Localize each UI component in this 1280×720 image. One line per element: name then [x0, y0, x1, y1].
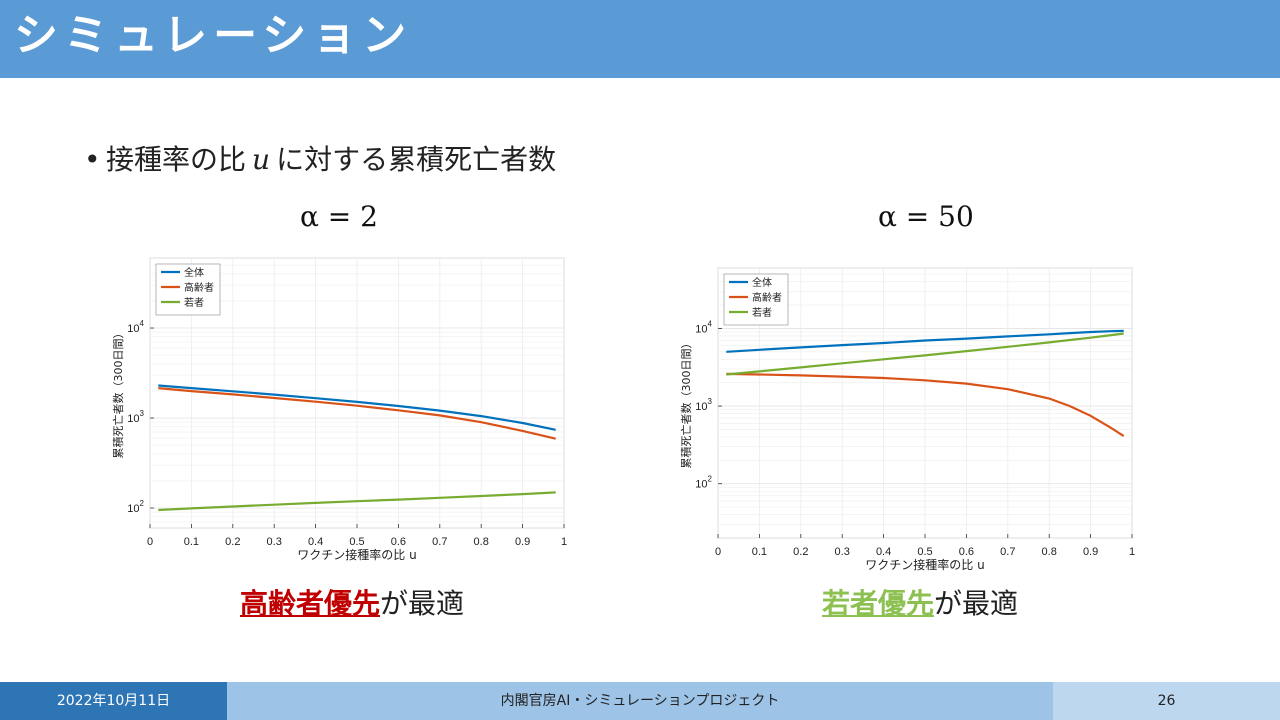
y-tick-label: 102	[127, 499, 144, 515]
x-tick-label: 0.2	[793, 546, 808, 558]
series-line-2	[158, 491, 556, 512]
caption-left-highlight: 高齢者優先	[240, 587, 381, 620]
x-tick-label: 0.9	[1083, 546, 1098, 558]
bullet-dot: •	[84, 143, 101, 176]
x-tick-label: 0.6	[959, 546, 974, 558]
x-tick-label: 0.4	[308, 536, 323, 548]
legend-label: 全体	[752, 276, 772, 289]
bullet-prefix: 接種率の比	[106, 143, 247, 176]
chart-right: 0 0.1 0.2 0.3 0.4 0.5 0.6 0.7 0.8 0.9 1 102 103 104 全体…	[672, 262, 1142, 572]
y-tick-label: 103	[127, 409, 144, 425]
x-tick-label: 0.2	[225, 536, 240, 548]
chart-right-svg: 0 0.1 0.2 0.3 0.4 0.5 0.6 0.7 0.8 0.9 1 102 103 104 全体…	[679, 267, 1135, 572]
bullet-point: • 接種率の比 u に対する累積死亡者数	[84, 140, 556, 180]
bullet-suffix: に対する累積死亡者数	[276, 143, 557, 176]
x-tick-label: 0.5	[349, 536, 364, 548]
bullet-variable: u	[252, 143, 271, 176]
caption-right-highlight: 若者優先	[822, 587, 935, 620]
legend-label: 高齢者	[752, 291, 782, 304]
x-tick-label: 1	[561, 536, 567, 548]
legend-label: 高齢者	[184, 281, 214, 294]
x-tick-label: 0.1	[752, 546, 767, 558]
y-axis-label: 累積死亡者数（300日間）	[111, 328, 125, 459]
x-tick-label: 0.3	[267, 536, 282, 548]
series-line-1	[158, 387, 556, 440]
footer: 2022年10月11日 内閣官房AI・シミュレーションプロジェクト 26	[0, 682, 1280, 720]
x-tick-label: 0.9	[515, 536, 530, 548]
x-tick-label: 0.7	[432, 536, 447, 548]
chart-left-svg: 0 0.1 0.2 0.3 0.4 0.5 0.6 0.7 0.8 0.9 1 102 103 104 全体…	[111, 257, 567, 562]
x-axis-label: ワクチン接種率の比 u	[297, 547, 416, 562]
chart-left: 0 0.1 0.2 0.3 0.4 0.5 0.6 0.7 0.8 0.9 1 102 103 104 全体…	[104, 252, 574, 562]
footer-organization: 内閣官房AI・シミュレーションプロジェクト	[227, 682, 1053, 720]
alpha-label-left: α = 2	[300, 200, 378, 233]
x-tick-label: 0.8	[474, 536, 489, 548]
title-bar: シミュレーション	[0, 0, 1280, 78]
slide-title: シミュレーション	[14, 10, 413, 61]
x-tick-label: 0.3	[835, 546, 850, 558]
caption-left-suffix: が最適	[380, 587, 465, 620]
legend-label: 若者	[184, 296, 204, 309]
series-line-1	[726, 372, 1125, 438]
x-tick-label: 0.4	[876, 546, 891, 558]
y-tick-label: 103	[695, 397, 712, 413]
x-axis-label: ワクチン接種率の比 u	[865, 557, 984, 572]
series-line-0	[726, 329, 1124, 353]
footer-date: 2022年10月11日	[0, 682, 227, 720]
x-tick-label: 0	[147, 536, 153, 548]
alpha-label-right: α = 50	[878, 200, 974, 233]
x-tick-label: 0	[715, 546, 721, 558]
page-number: 26	[1053, 682, 1280, 720]
y-axis-label: 累積死亡者数（300日間）	[679, 338, 693, 469]
caption-right: 若者優先が最適	[822, 584, 1018, 624]
series-line-0	[158, 384, 556, 431]
legend-label: 若者	[752, 306, 772, 319]
y-tick-label: 104	[127, 319, 144, 335]
x-tick-label: 0.1	[184, 536, 199, 548]
caption-right-suffix: が最適	[934, 587, 1019, 620]
caption-left: 高齢者優先が最適	[240, 584, 464, 624]
series-line-2	[726, 332, 1124, 376]
y-tick-label: 104	[695, 319, 712, 335]
x-tick-label: 0.7	[1000, 546, 1015, 558]
x-tick-label: 1	[1129, 546, 1135, 558]
x-tick-label: 0.5	[917, 546, 932, 558]
x-tick-label: 0.6	[391, 536, 406, 548]
x-tick-label: 0.8	[1042, 546, 1057, 558]
legend-label: 全体	[184, 266, 204, 279]
y-tick-label: 102	[695, 475, 712, 491]
